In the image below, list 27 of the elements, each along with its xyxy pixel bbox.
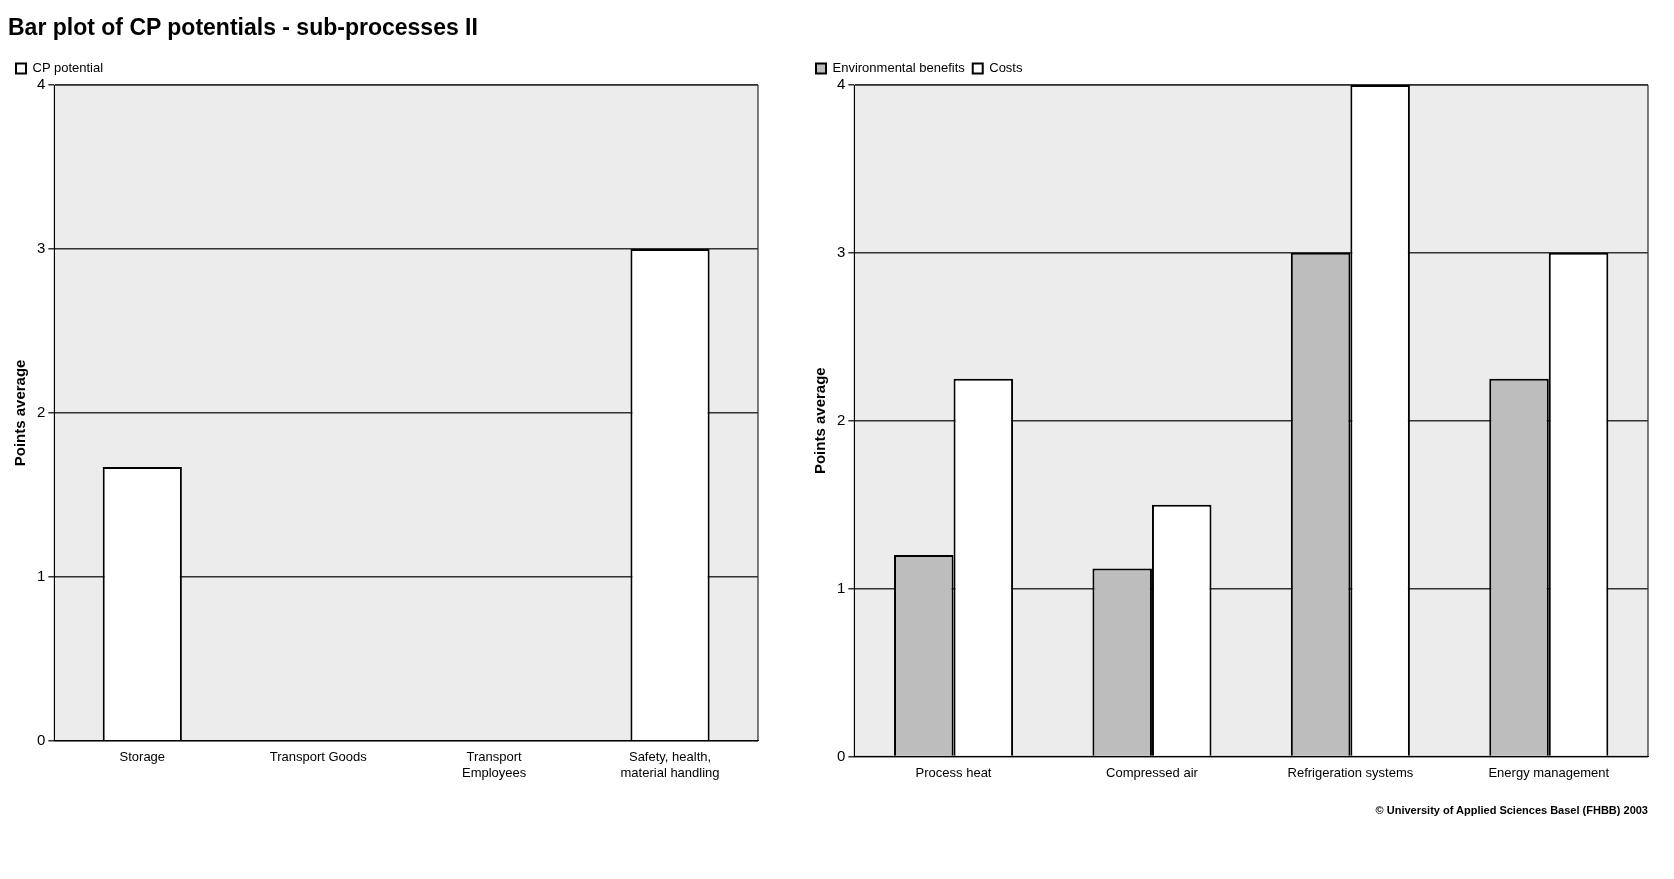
y-tick-label: 3	[37, 239, 46, 257]
legend-label: Costs	[989, 60, 1023, 76]
x-tick-label: Compressed air	[1106, 764, 1199, 780]
y-tick-label: 4	[37, 75, 46, 93]
x-tick-label: Energy management	[1488, 764, 1610, 780]
category-label: Storage	[119, 749, 166, 765]
y-tick-label: 1	[37, 566, 46, 584]
y-tick-label: 1	[837, 578, 846, 596]
category-label: Transport	[466, 749, 522, 765]
y-axis-title: Points average	[811, 367, 829, 475]
category-label: Transport Goods	[269, 749, 367, 765]
y-tick-label: 2	[37, 403, 46, 421]
category-label: Employees	[461, 764, 527, 780]
legend-label: CP potential	[32, 60, 104, 76]
y-tick-label: 2	[837, 410, 846, 428]
y-tick-label: 0	[837, 746, 846, 764]
y-tick-label: 0	[37, 730, 46, 748]
chart-title: Bar plot of CP potentials - sub-processes II	[8, 14, 478, 40]
category-label: Safety, health,	[628, 749, 712, 765]
y-tick-label: 3	[837, 242, 846, 260]
legend-label: Environmental benefits	[832, 60, 966, 76]
text: © University of Applied Sciences Basel (FHBB) 2003	[1374, 804, 1649, 816]
x-tick-label: Process heat	[915, 764, 992, 780]
y-tick-label: 4	[837, 75, 846, 93]
x-tick-label: Refrigeration systems	[1287, 764, 1414, 780]
category-label: material handling	[620, 764, 720, 780]
y-axis-title: Points average	[11, 359, 29, 467]
